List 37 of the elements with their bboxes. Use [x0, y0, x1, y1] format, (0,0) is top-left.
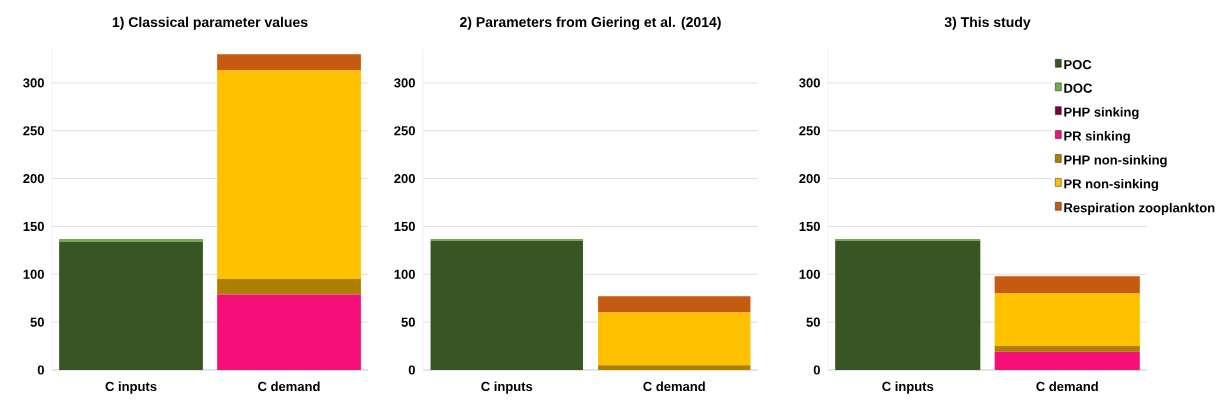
y-tick-label: 300 [394, 78, 415, 88]
legend-label: PHP non-sinking [1064, 154, 1167, 168]
y-tick-label: 50 [401, 317, 415, 327]
y-tick-label: 100 [394, 269, 415, 279]
y-tick-label: 250 [23, 126, 44, 136]
chart-title: 3) This study [944, 16, 1031, 30]
x-tick-label: C inputs [105, 381, 157, 394]
y-tick-label: 0 [37, 365, 44, 375]
y-tick-label: 100 [799, 269, 820, 279]
x-tick-label: C demand [1036, 381, 1098, 392]
x-tick-label: C inputs [481, 381, 533, 394]
y-tick-label: 200 [394, 173, 415, 184]
y-tick-label: 0 [408, 365, 415, 375]
y-tick-label: 300 [799, 78, 820, 88]
y-tick-label: 250 [799, 126, 820, 136]
chart-title: 1) Classical parameter values [112, 16, 308, 30]
legend-label: PR sinking [1064, 131, 1130, 144]
x-tick-label: C inputs [882, 381, 934, 394]
y-tick-label: 100 [23, 269, 44, 279]
x-tick-label: C demand [643, 381, 705, 392]
y-tick-label: 150 [23, 221, 44, 232]
chart-title: 2) Parameters from Giering et al. (2014) [460, 16, 721, 30]
legend-label: Respiration zooplankton [1064, 202, 1215, 215]
y-tick-label: 50 [806, 317, 820, 327]
legend-label: PR non-sinking [1064, 178, 1158, 192]
y-tick-label: 200 [799, 173, 820, 184]
legend-label: DOC [1064, 83, 1093, 93]
y-tick-label: 300 [23, 78, 44, 88]
y-tick-label: 50 [30, 317, 44, 327]
legend-label: PHP sinking [1064, 107, 1139, 120]
legend-label: POC [1064, 60, 1092, 70]
y-tick-label: 0 [813, 365, 820, 375]
y-tick-label: 250 [394, 126, 415, 136]
y-tick-label: 150 [799, 221, 820, 232]
x-tick-label: C demand [258, 381, 320, 392]
y-tick-label: 150 [394, 221, 415, 232]
y-tick-label: 200 [23, 173, 44, 184]
